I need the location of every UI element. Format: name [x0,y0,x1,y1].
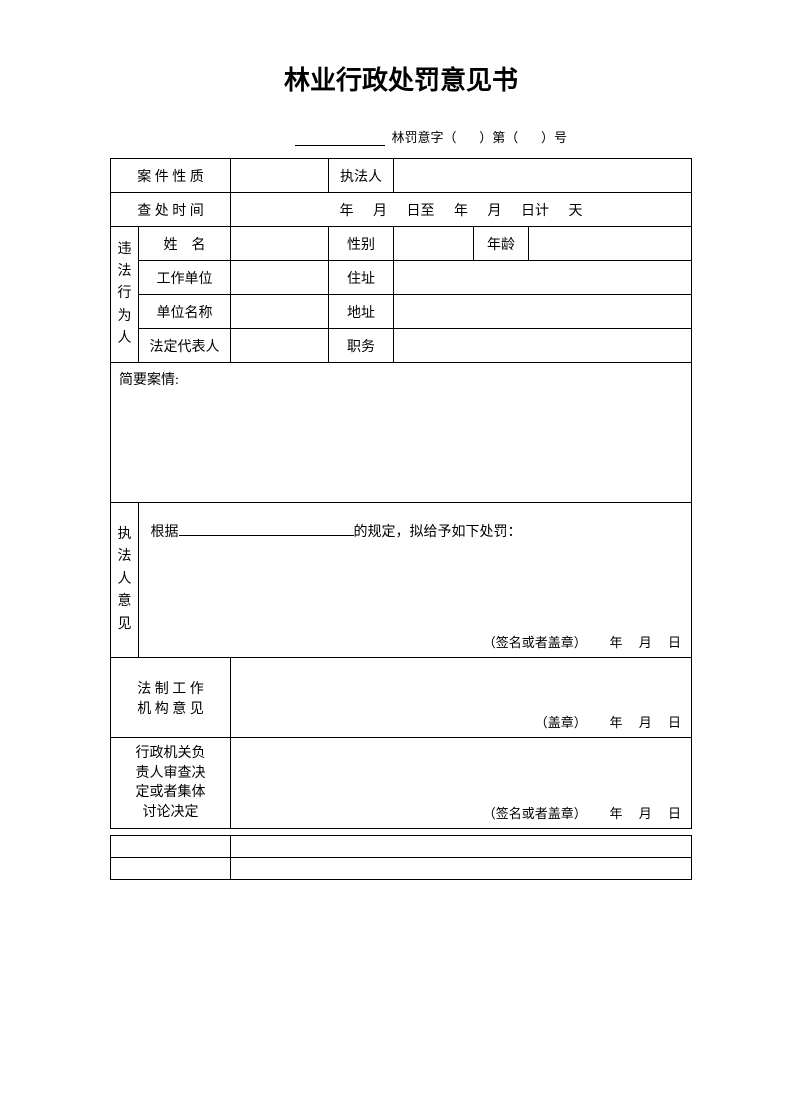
admin-decision-cell: （签名或者盖章） 年 月 日 [231,738,692,829]
l-d: 日 [668,715,681,730]
invest-time-value: 年 月 日至 年 月 日计 天 [231,193,692,227]
legalrep-value [231,329,329,363]
admin-decision-label: 行政机关负 责人审查决 定或者集体 讨论决定 [111,738,231,829]
opinion-blank [179,522,354,536]
dayto: 日至 [407,204,435,219]
unitaddr-label: 地址 [329,295,394,329]
empty-r1c1 [111,836,231,858]
enforcer-opinion-side: 执法人意见 [111,503,139,658]
position-label: 职务 [329,329,394,363]
case-brief-cell: 简要案情: [111,363,692,503]
workunit-value [231,261,329,295]
l-m: 月 [639,715,652,730]
empty-r1c2 [231,836,692,858]
year1: 年 [340,204,354,219]
bottom-empty-table [110,835,692,880]
case-nature-label: 案 件 性 质 [111,159,231,193]
a-d: 日 [668,806,681,821]
enforcer-opinion-cell: 根据 的规定，拟给予如下处罚： （签名或者盖章） 年 月 日 [139,503,692,658]
a-y: 年 [609,806,622,821]
e-d: 日 [668,635,681,650]
doc-number-blank [295,132,385,146]
empty-r2c2 [231,858,692,880]
legal-opinion-cell: （盖章） 年 月 日 [231,658,692,738]
age-label: 年龄 [474,227,529,261]
legal-sign-line: （盖章） 年 月 日 [535,712,681,731]
ad-l1: 行政机关负 [136,746,206,761]
year2: 年 [454,204,468,219]
legal-sign: （盖章） [535,715,587,730]
position-value [394,329,692,363]
empty-r2c1 [111,858,231,880]
gender-value [394,227,474,261]
legal-l1: 法 制 工 作 [137,682,204,697]
l-y: 年 [609,715,622,730]
violator-side-label: 违法行为人 [111,227,139,363]
address-label: 住址 [329,261,394,295]
opinion-after: 的规定，拟给予如下处罚： [354,525,522,540]
days: 天 [569,204,583,219]
unitname-value [231,295,329,329]
doc-mid: ）第（ [479,130,518,145]
a-m: 月 [639,806,652,821]
enforcer-label: 执法人 [329,159,394,193]
ad-l3: 定或者集体 [136,785,206,800]
name-value [231,227,329,261]
daycount: 日计 [521,204,549,219]
admin-sign: （签名或者盖章） [483,806,587,821]
ad-l2: 责人审查决 [136,766,206,781]
enforcer-sign-line: （签名或者盖章） 年 月 日 [483,632,681,651]
address-value [394,261,692,295]
unitname-label: 单位名称 [139,295,231,329]
document-number: 林罚意字（ ）第（ ）号 [110,127,692,146]
main-form-table: 案 件 性 质 执法人 查 处 时 间 年 月 日至 年 月 日计 天 违法行为… [110,158,692,829]
case-brief-label: 简要案情: [119,373,179,388]
doc-prefix: 林罚意字（ [391,130,456,145]
invest-time-label: 查 处 时 间 [111,193,231,227]
name-label: 姓 名 [139,227,231,261]
month2: 月 [488,204,502,219]
workunit-label: 工作单位 [139,261,231,295]
enforcer-sign: （签名或者盖章） [483,635,587,650]
doc-suffix: ）号 [541,130,567,145]
e-m: 月 [639,635,652,650]
month1: 月 [373,204,387,219]
unitaddr-value [394,295,692,329]
admin-sign-line: （签名或者盖章） 年 月 日 [483,803,681,822]
opinion-before: 根据 [151,525,179,540]
gender-label: 性别 [329,227,394,261]
legal-opinion-label: 法 制 工 作 机 构 意 见 [111,658,231,738]
ad-l4: 讨论决定 [143,805,199,820]
e-y: 年 [609,635,622,650]
document-title: 林业行政处罚意见书 [110,60,692,97]
legal-l2: 机 构 意 见 [137,702,204,717]
enforcer-value [394,159,692,193]
case-nature-value [231,159,329,193]
age-value [529,227,692,261]
legalrep-label: 法定代表人 [139,329,231,363]
